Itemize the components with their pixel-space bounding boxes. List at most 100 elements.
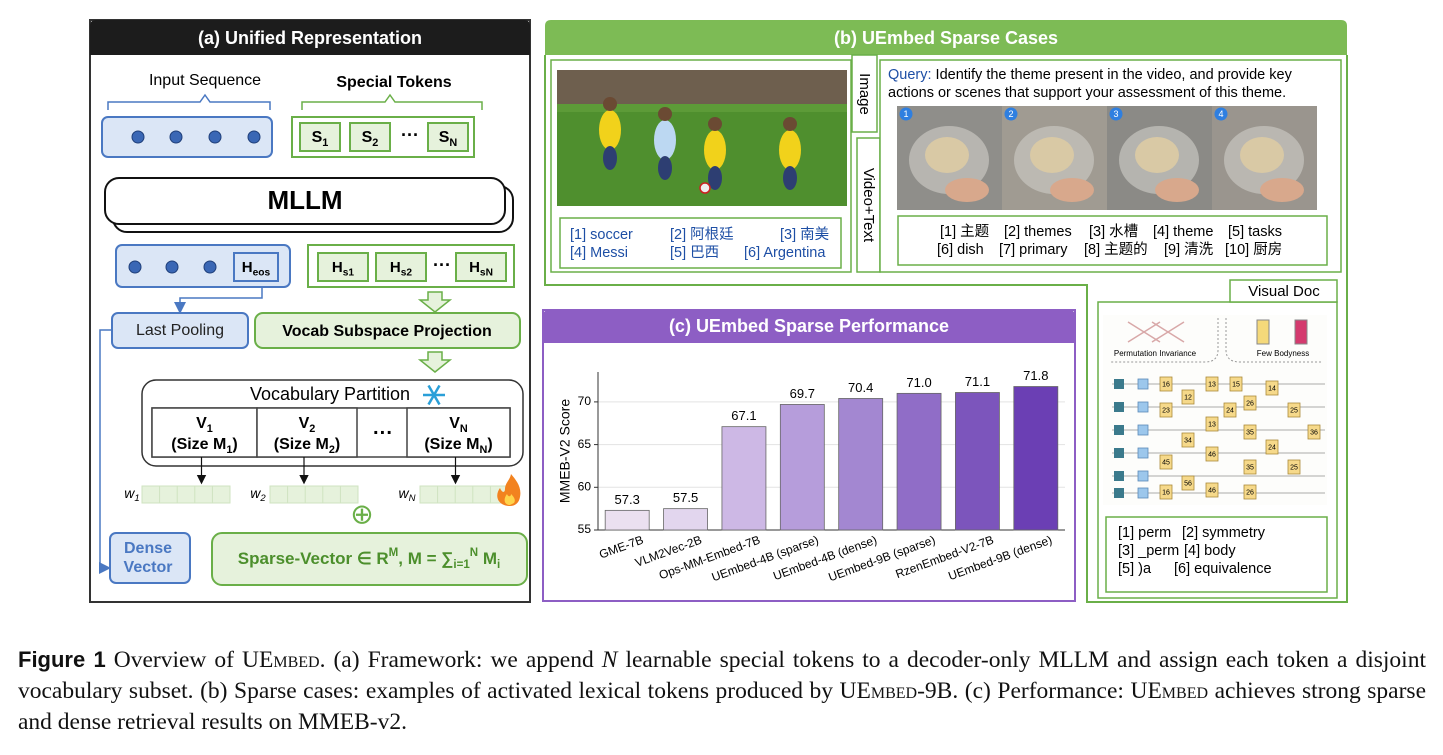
token-dot: [131, 130, 145, 144]
video-tokens-box: [897, 215, 1328, 266]
video-token: [1] 主题: [940, 223, 989, 240]
doc-box-number: 26: [1246, 489, 1254, 496]
text-run: 2: [309, 423, 315, 435]
bar: [604, 509, 650, 531]
doc-box: [1159, 484, 1173, 500]
pooling-arrow: [99, 329, 112, 574]
doc-box-number: 13: [1208, 421, 1216, 428]
doc-blue: [1137, 470, 1149, 482]
frame-dish: [1240, 137, 1284, 173]
photo-player-head: [658, 107, 672, 121]
doc-cross: [1127, 321, 1185, 343]
text-run: i=1: [453, 559, 470, 571]
photo-player-legs: [783, 166, 797, 190]
doc-blue: [1137, 378, 1149, 390]
text-run: R: [376, 549, 388, 568]
doc-blue: [1137, 487, 1149, 499]
projection-box: [254, 312, 521, 349]
doc-box: [1229, 376, 1243, 392]
image-tab: [851, 54, 878, 133]
doc-teal: [1114, 379, 1124, 389]
doc-box: [1243, 395, 1257, 411]
text-run: (Size M: [274, 436, 329, 453]
photo-crowd: [557, 70, 847, 104]
doc-box: [1243, 459, 1257, 475]
partition-cell: [406, 407, 511, 458]
text-run: ): [487, 436, 492, 453]
text-run: S: [439, 129, 450, 146]
doc-box-number: 34: [1184, 437, 1192, 444]
hidden-token-label: Hs2: [390, 259, 413, 278]
doc-box-number: 13: [1208, 381, 1216, 388]
panel-b-title: (b) UEmbed Sparse Cases: [834, 28, 1058, 48]
mllm-label: MLLM: [267, 185, 342, 215]
image-tokens-box: [559, 217, 842, 269]
video-token: [7] primary: [999, 242, 1068, 258]
doc-tokens-box: [1105, 516, 1328, 593]
eos-token: [233, 252, 279, 282]
text-run: s2: [401, 267, 413, 278]
text-run: N: [479, 444, 487, 456]
text-run: w: [250, 485, 261, 501]
caption-text: Figure 1: [18, 647, 106, 672]
doc-box-number: 16: [1162, 489, 1170, 496]
doc-box-number: 24: [1268, 444, 1276, 451]
fire: [497, 474, 521, 506]
y-tick-label: 65: [578, 437, 592, 451]
bar: [1013, 386, 1059, 531]
text-run: 1: [134, 493, 139, 504]
doc-box: [1181, 389, 1195, 405]
brace: [301, 93, 483, 110]
dense-vector-label: Vector: [124, 559, 173, 576]
doc-box: [1181, 432, 1195, 448]
doc-teal: [1114, 488, 1124, 498]
brace: [107, 93, 271, 110]
token-dot: [169, 130, 183, 144]
bar: [896, 392, 942, 531]
text-run: H: [390, 259, 401, 276]
doc-box-number: 26: [1246, 400, 1254, 407]
ellipsis: ···: [401, 125, 419, 145]
hidden-token-label: Hs1: [332, 259, 355, 278]
doc-blue: [1137, 424, 1149, 436]
panel-a-frame: [89, 19, 531, 603]
doc-box: [1159, 454, 1173, 470]
doc-box: [1181, 475, 1195, 491]
weight-strip: [419, 485, 509, 504]
frame-dish: [1135, 137, 1179, 173]
frame-number: 3: [1113, 109, 1118, 119]
partition-name: V2: [299, 415, 316, 434]
doc-box: [1243, 424, 1257, 440]
photo-player-head: [603, 97, 617, 111]
text-run: w: [399, 485, 410, 501]
value-label: 71.1: [965, 374, 990, 389]
text-run: 2: [372, 137, 378, 149]
query-text: Query: Identify the theme present in the…: [888, 67, 1293, 83]
photo-ball: [699, 182, 711, 194]
doc-box: [1205, 446, 1219, 462]
hidden-token: [317, 252, 369, 282]
frame-number: 4: [1218, 109, 1223, 119]
doc-teal: [1114, 448, 1124, 458]
hidden-token: [455, 252, 507, 282]
text-run: N: [409, 493, 416, 504]
bar: [838, 398, 884, 531]
text-run: (Size M: [171, 436, 226, 453]
doc-box-number: 56: [1184, 480, 1192, 487]
frame-hand: [1155, 178, 1199, 202]
image-token: [1] soccer: [570, 227, 633, 243]
visual-doc-title: Visual Doc: [1248, 283, 1320, 300]
text-run: ): [335, 436, 340, 453]
mllm-box: [104, 177, 506, 225]
text-run: V: [196, 415, 207, 432]
value-label: 69.7: [790, 386, 815, 401]
special-token: [427, 122, 469, 152]
y-axis-label: MMEB-V2 Score: [557, 399, 573, 503]
bar: [955, 392, 1000, 531]
video-token: [4] theme: [1153, 224, 1213, 240]
text-run: ∑: [441, 549, 453, 568]
text-run: S: [312, 129, 323, 146]
weight-label: wN: [399, 485, 416, 504]
x-tick-label: UEmbed-9B (dense): [946, 533, 1054, 584]
bar: [663, 508, 708, 531]
